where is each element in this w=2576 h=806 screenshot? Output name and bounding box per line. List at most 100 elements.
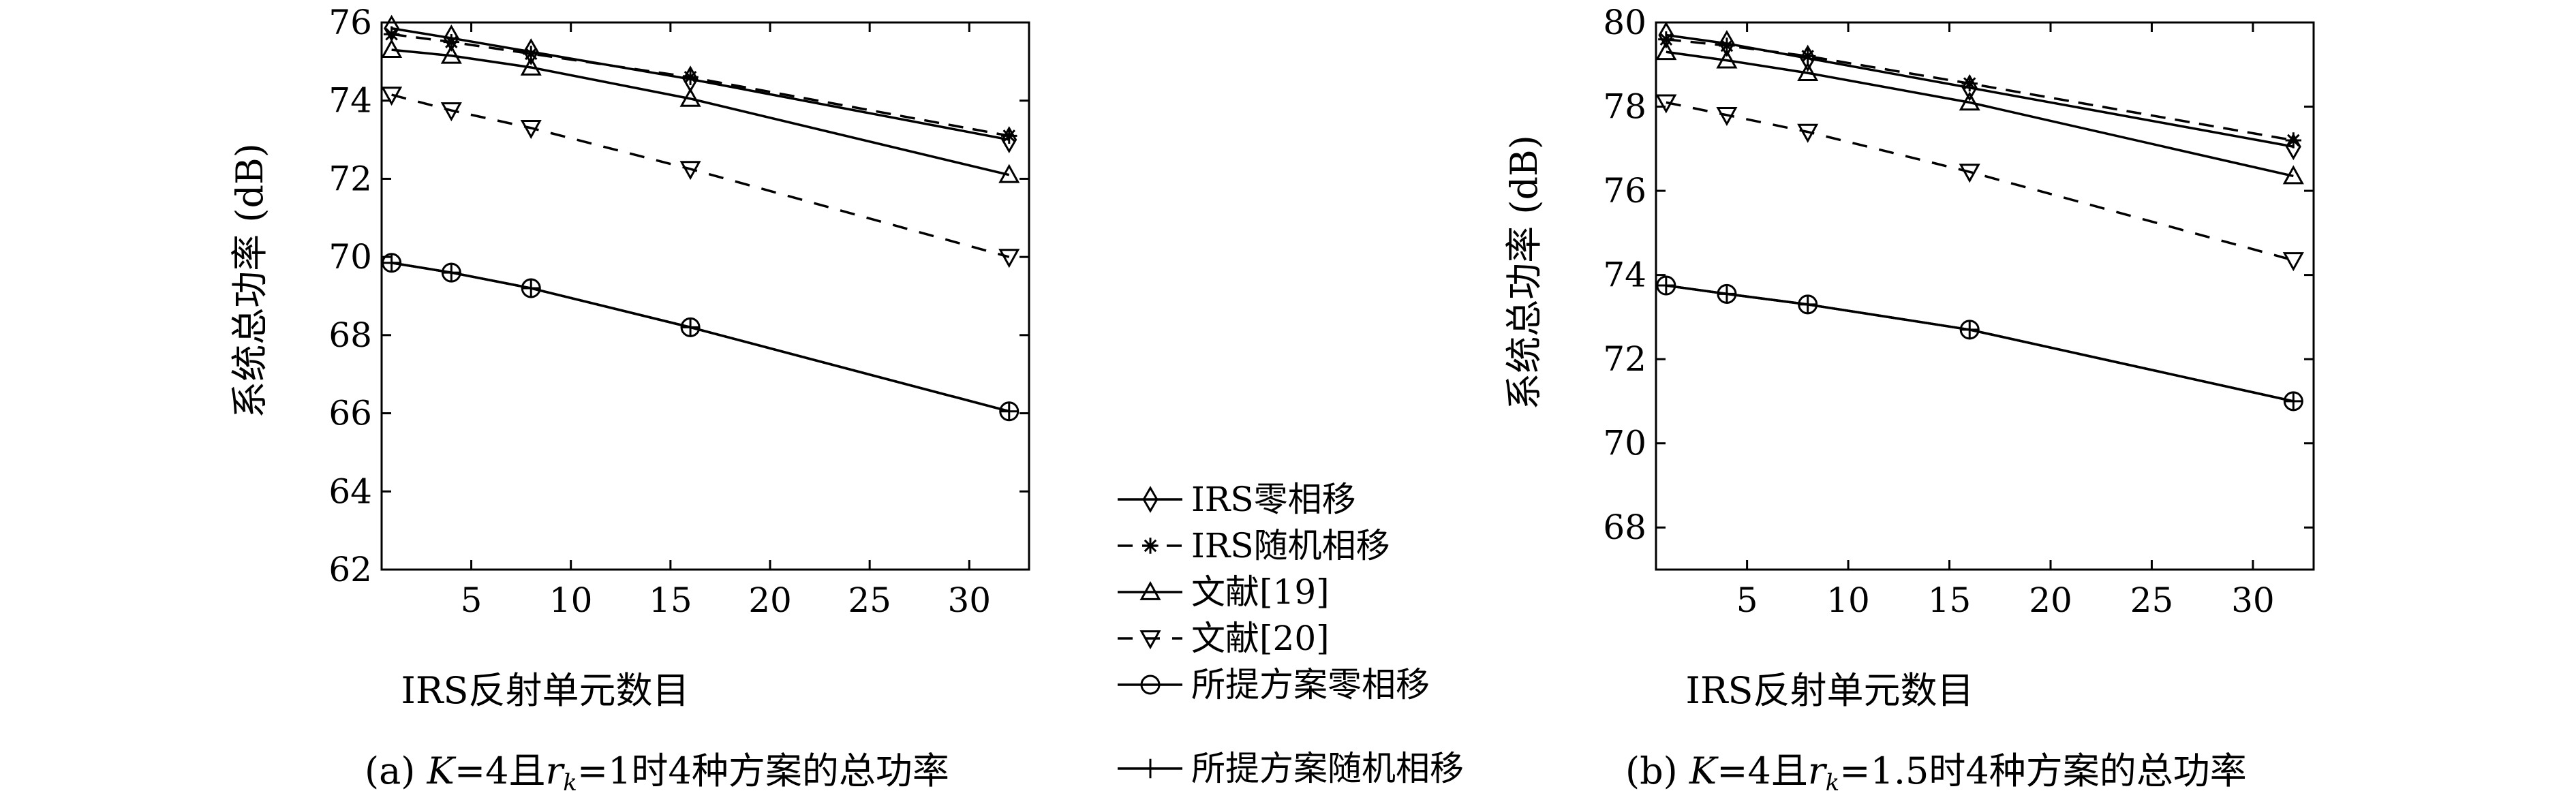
chart-a-caption-mid: =4且 — [455, 749, 546, 792]
chart-a-ytick-label: 70 — [328, 237, 372, 277]
chart-b-caption-mid: =4且 — [1717, 749, 1808, 792]
chart-b-xtick-label: 25 — [2130, 580, 2174, 620]
chart-b-ylabel: 系统总功率 (dB) — [1503, 135, 1546, 410]
chart-a-series-4-point — [679, 161, 701, 181]
chart-b-series-3-point — [1655, 41, 1677, 61]
chart-a-ytick-label: 62 — [328, 550, 372, 589]
chart-b-caption-rest: =1.5时4种方案的总功率 — [1839, 749, 2246, 792]
chart-a-ytick-label: 66 — [328, 394, 372, 433]
chart-b-series-3-line — [1666, 50, 2294, 178]
chart-b-series-6-point — [1798, 294, 1818, 315]
chart-a-caption-sub: k — [563, 769, 577, 796]
chart-a-series-2-point — [523, 46, 539, 62]
chart-b-series-4-point — [1655, 94, 1677, 114]
chart-a-series-6-point — [442, 262, 461, 283]
chart-b-ytick-label: 76 — [1603, 171, 1646, 211]
chart-b-series-3-point — [1959, 91, 1980, 111]
legend-label-5: 所提方案零相移 — [1191, 665, 1430, 704]
chart-a-series-2-line — [391, 33, 1010, 138]
chart-a-plot-frame — [380, 21, 1030, 571]
chart-b-xtick-label: 15 — [1928, 580, 1972, 620]
chart-a-xtick-label: 30 — [947, 580, 991, 620]
chart-a-caption-rest: =1时4种方案的总功率 — [577, 749, 949, 792]
chart-a-xtick-label: 20 — [748, 580, 792, 620]
chart-a-series-3-point — [679, 87, 701, 107]
chart-a-ytick-label: 76 — [328, 3, 372, 42]
legend-marker-5 — [1140, 675, 1161, 695]
chart-b-ytick-label: 80 — [1603, 3, 1646, 42]
legend-label-6: 所提方案随机相移 — [1191, 749, 1464, 788]
chart-b-series-4-point — [1797, 123, 1819, 143]
chart-a-series-6-point — [382, 253, 401, 273]
chart-a-caption-r: r — [545, 749, 565, 792]
chart-a-ytick-label: 72 — [328, 159, 372, 198]
chart-a-xtick-label: 25 — [848, 580, 891, 620]
chart-b-xtick-label: 5 — [1736, 580, 1758, 620]
chart-b-series-2-point — [2285, 132, 2302, 149]
chart-b-series-4-point — [2282, 252, 2304, 272]
chart-b-caption-r: r — [1808, 749, 1828, 792]
chart-b-caption-sub: k — [1826, 769, 1840, 796]
chart-b-series-3-point — [2282, 165, 2304, 185]
chart-b-series-6-point — [2284, 391, 2303, 412]
chart-b-series-2-point — [1719, 37, 1735, 54]
chart-b-plot-frame — [1655, 21, 2315, 571]
legend-marker-1 — [1142, 486, 1159, 513]
chart-b-series-3-point — [1797, 62, 1819, 82]
chart-b-xtick-label: 30 — [2231, 580, 2275, 620]
chart-a-caption-prefix: (a) — [365, 749, 427, 792]
chart-a-series-3-line — [391, 48, 1010, 176]
chart-a-series-3-point — [998, 164, 1020, 183]
chart-a-xtick-label: 10 — [549, 580, 593, 620]
chart-a-series-4-point — [381, 87, 403, 106]
chart-b-ytick-label: 68 — [1603, 508, 1646, 547]
chart-a-ytick-label: 68 — [328, 315, 372, 355]
chart-b-series-2-point — [1799, 48, 1816, 65]
legend-label-3: 文献[19] — [1191, 572, 1330, 612]
chart-b-series-6-point — [1717, 284, 1737, 304]
chart-a-series-6-line — [391, 262, 1010, 413]
chart-b-series-6-line — [1666, 284, 2294, 403]
chart-b-xlabel: IRS反射单元数目 — [1686, 669, 1974, 712]
chart-b-series-4-line — [1666, 101, 2294, 262]
legend-marker-6 — [1140, 758, 1161, 779]
chart-a-series-4-point — [520, 119, 542, 139]
chart-b-series-4-point — [1716, 106, 1738, 126]
chart-a-series-4-point — [998, 249, 1020, 268]
legend-marker-2 — [1142, 538, 1159, 554]
chart-a-series-4-line — [391, 93, 1010, 258]
chart-b-ytick-label: 78 — [1603, 87, 1646, 127]
chart-a-ytick-label: 74 — [328, 81, 372, 121]
legend-label-1: IRS零相移 — [1191, 480, 1356, 519]
chart-a-ylabel: 系统总功率 (dB) — [228, 143, 271, 418]
chart-a-series-4-point — [440, 102, 462, 122]
legend-label-4: 文献[20] — [1191, 619, 1330, 658]
legend-marker-3 — [1139, 580, 1161, 600]
chart-b-caption-k: K — [1689, 749, 1719, 792]
chart-a-series-6-point — [999, 401, 1019, 422]
chart-b-series-6-point — [1656, 275, 1676, 296]
chart-a: 系统总功率 (dB) IRS反射单元数目 (a) K=4且rk=1时4种方案的总… — [228, 3, 1030, 796]
chart-a-series-2-point — [383, 26, 400, 42]
chart-a-series-2-point — [1001, 127, 1017, 144]
chart-b-xtick-label: 20 — [2029, 580, 2072, 620]
legend-marker-4 — [1139, 630, 1161, 650]
chart-b-ytick-label: 74 — [1603, 255, 1646, 295]
chart-a-series-6-point — [521, 278, 541, 298]
chart-a-ytick-label: 64 — [328, 471, 372, 511]
chart-a-xtick-label: 15 — [649, 580, 692, 620]
legend: IRS零相移 IRS随机相移 文献[19] 文献[20] 所提方案零相移 所提方… — [1118, 480, 1464, 788]
chart-b-series-1-point — [1800, 44, 1816, 72]
chart-a-series-3-point — [440, 44, 462, 64]
chart-b-ytick-label: 72 — [1603, 339, 1646, 379]
chart-b-series-1-point — [1719, 29, 1735, 57]
legend-label-2: IRS随机相移 — [1191, 526, 1390, 565]
chart-b: 系统总功率 (dB) IRS反射单元数目 (b) K=4且rk=1.5时4种方案… — [1503, 3, 2315, 796]
chart-b-series-2-point — [1658, 31, 1674, 48]
chart-b-series-4-point — [1959, 164, 1980, 183]
chart-b-series-3-point — [1716, 49, 1738, 69]
chart-b-xtick-label: 10 — [1826, 580, 1870, 620]
chart-b-series-6-point — [1959, 320, 1980, 340]
chart-a-xtick-label: 5 — [461, 580, 482, 620]
